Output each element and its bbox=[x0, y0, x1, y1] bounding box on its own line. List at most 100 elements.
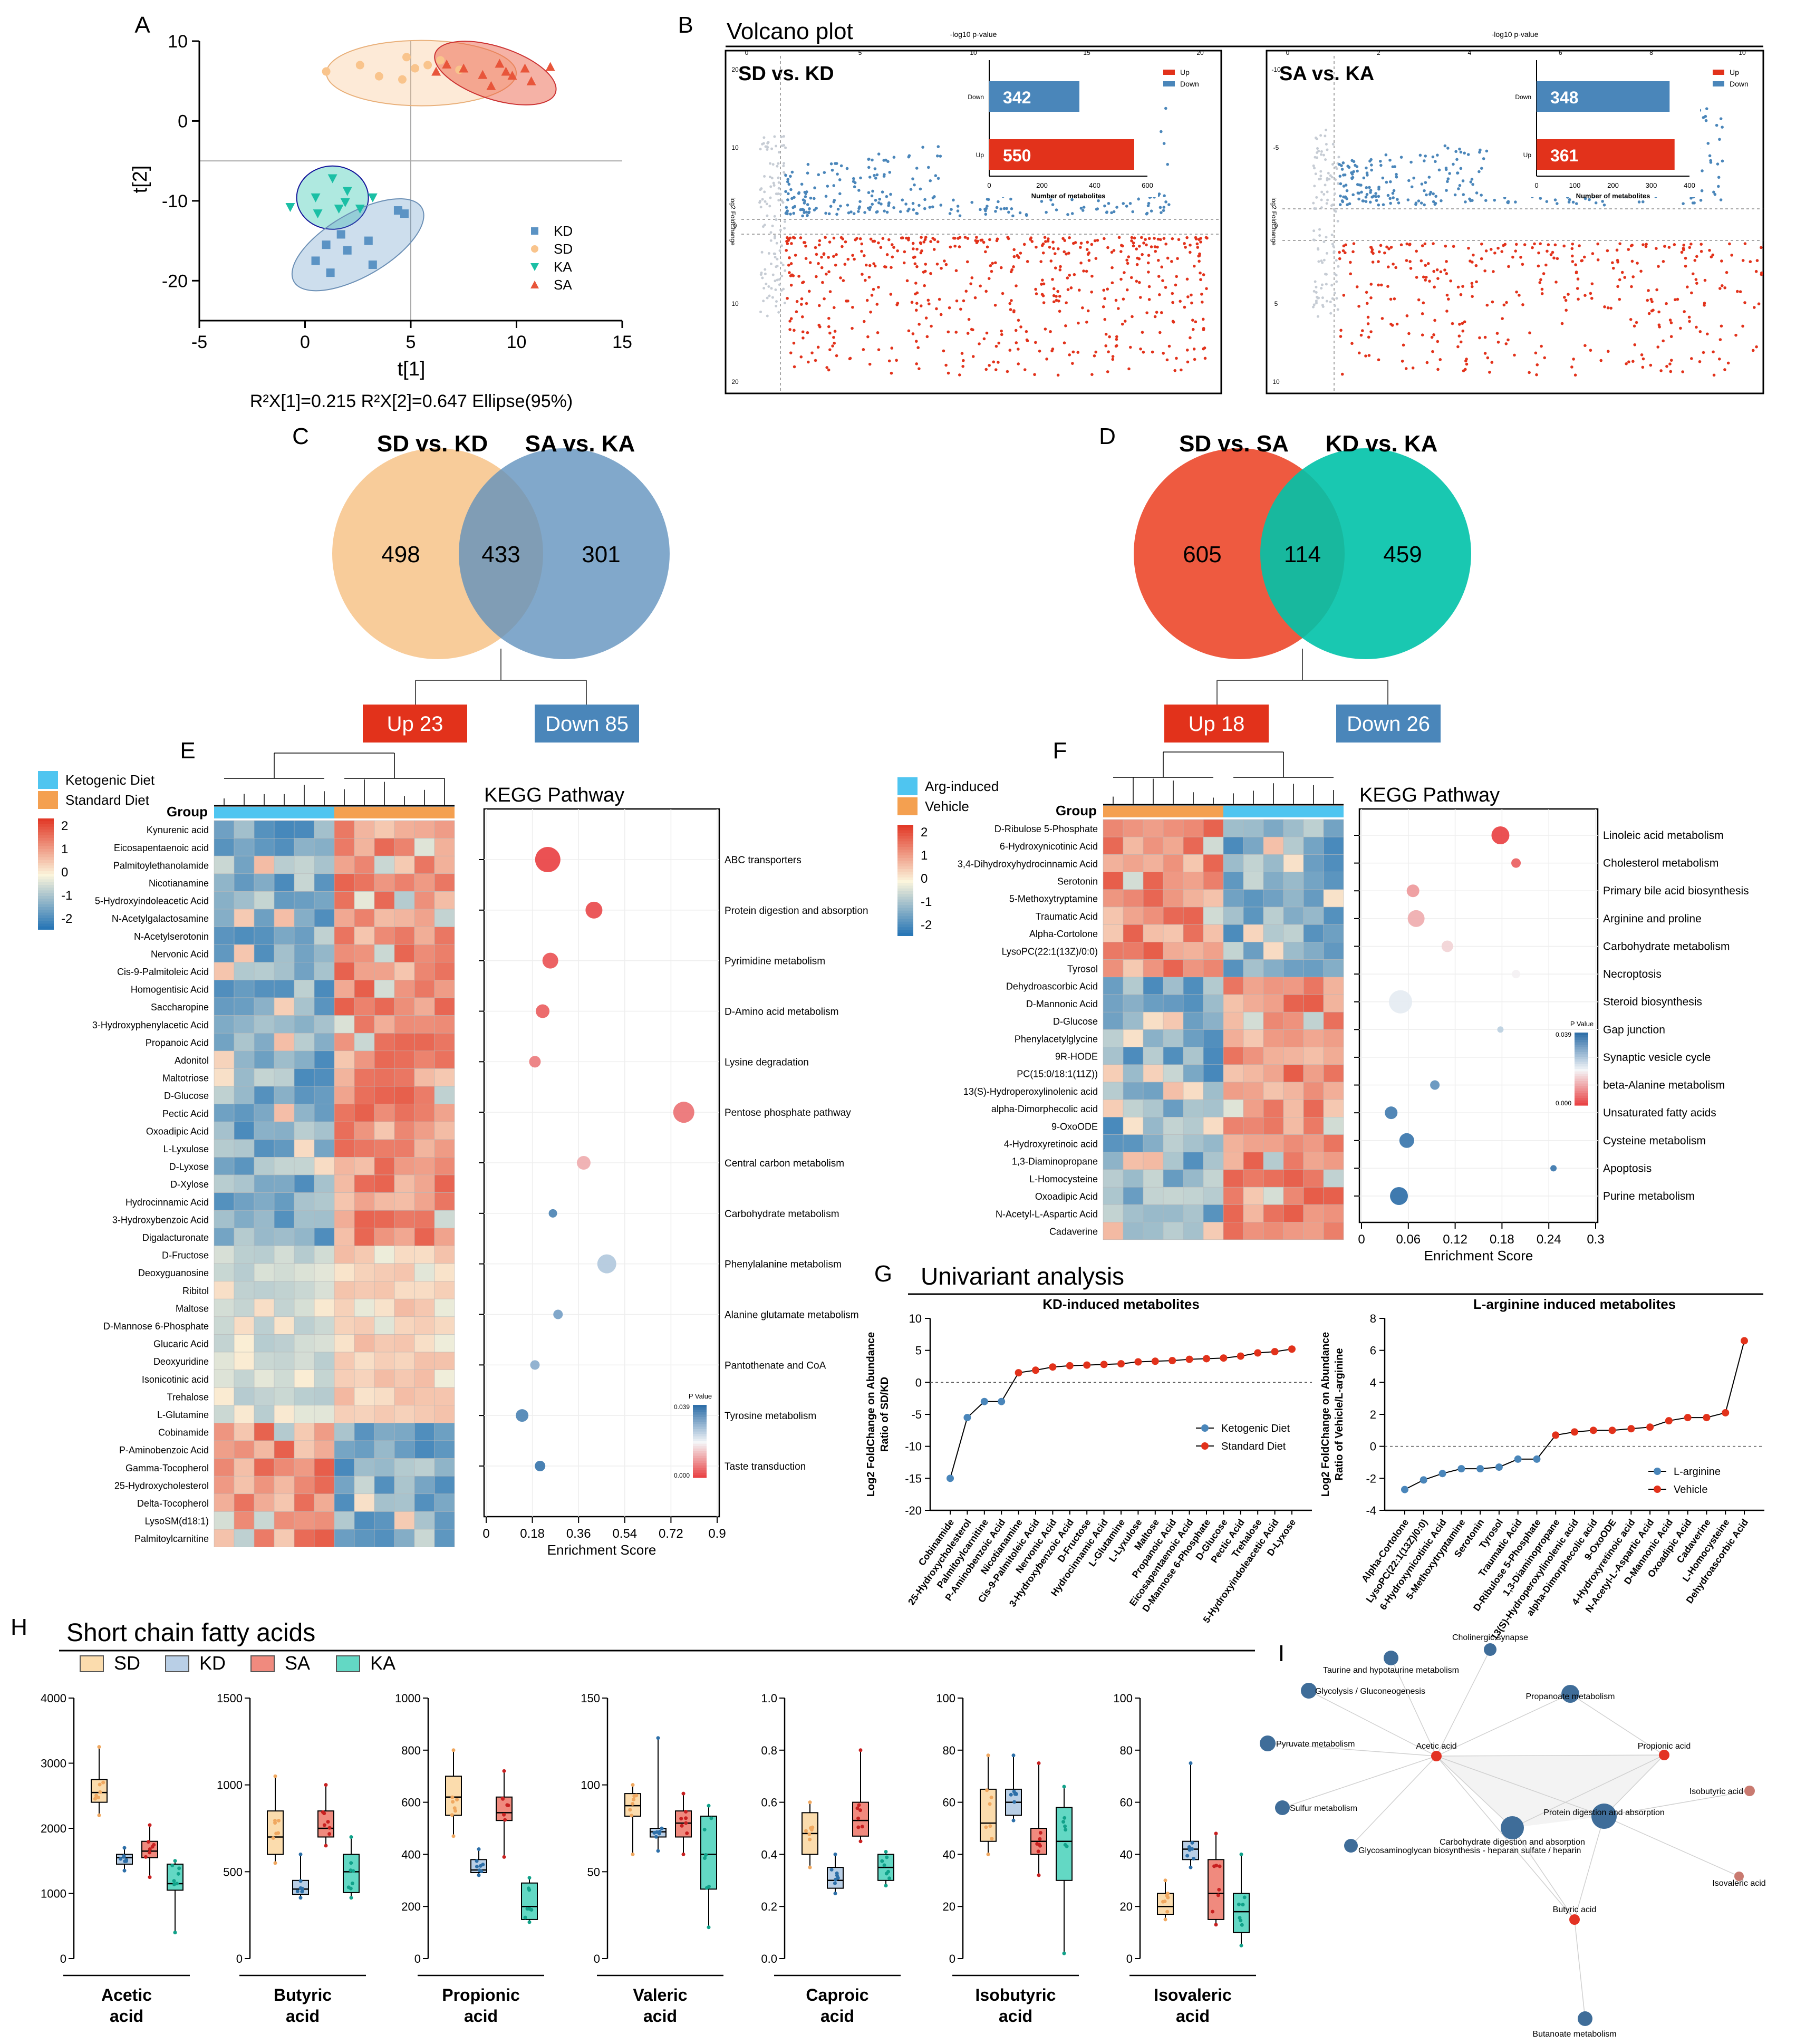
heatmap-cell bbox=[1263, 1204, 1284, 1222]
sa-point bbox=[442, 59, 452, 69]
volcano-ns-point bbox=[762, 286, 766, 290]
volcano-up-point bbox=[1019, 252, 1022, 255]
heatmap-cell bbox=[434, 1192, 455, 1211]
kegg-pathway-label: Protein digestion and absorption bbox=[725, 905, 868, 917]
heatmap-cell bbox=[1283, 854, 1304, 872]
g-point bbox=[1514, 1455, 1522, 1463]
heatmap-cell bbox=[1243, 872, 1264, 890]
volcano-up-point bbox=[1087, 251, 1091, 255]
volcano-up-point bbox=[970, 327, 973, 331]
volcano-ns-point bbox=[782, 165, 785, 168]
g-point bbox=[1571, 1428, 1578, 1436]
heatmap-cell bbox=[234, 1405, 255, 1423]
volcano-up-point bbox=[1459, 340, 1463, 344]
heatmap-cell bbox=[354, 1086, 375, 1104]
volcano-up-point bbox=[1171, 292, 1174, 295]
volcano-up-point bbox=[1074, 241, 1077, 244]
heatmap-cell bbox=[1103, 994, 1124, 1013]
heatmap-cell bbox=[394, 891, 415, 910]
venn-left-title: SD vs. SA bbox=[1179, 431, 1289, 457]
network-edge bbox=[1574, 1816, 1605, 1920]
heatmap-row-label: 4-Hydroxyretinoic acid bbox=[1004, 1139, 1098, 1150]
volcano-up-point bbox=[1366, 322, 1370, 325]
volcano-down-point bbox=[813, 208, 816, 211]
volcano-down-point bbox=[863, 211, 866, 214]
volcano-ns-point bbox=[1330, 233, 1334, 236]
kd-point bbox=[393, 206, 402, 215]
volcano-down-point bbox=[804, 195, 807, 198]
heatmap-cell bbox=[414, 855, 435, 874]
heatmap-cell bbox=[1323, 1187, 1344, 1205]
h-point bbox=[1063, 1824, 1067, 1828]
h-point bbox=[295, 1889, 300, 1894]
volcano-ns-point bbox=[1329, 301, 1332, 304]
heatmap-cell bbox=[414, 1104, 435, 1122]
heatmap-cell bbox=[314, 1121, 335, 1140]
h-point bbox=[506, 1804, 510, 1808]
volcano-up-point bbox=[1171, 301, 1174, 304]
heatmap-cell bbox=[294, 1440, 315, 1459]
volcano-up-point bbox=[964, 290, 968, 293]
inset-x-tick: 0 bbox=[987, 181, 991, 189]
heatmap-cell bbox=[274, 1405, 295, 1423]
volcano-up-point bbox=[1404, 367, 1408, 370]
heatmap-cell bbox=[1263, 942, 1284, 960]
heatmap-cell bbox=[294, 1210, 315, 1229]
volcano-up-point bbox=[1573, 373, 1577, 377]
volcano-up-point bbox=[1428, 279, 1431, 283]
heatmap-cell bbox=[254, 927, 275, 945]
volcano-down-point bbox=[1458, 184, 1462, 187]
volcano-ns-point bbox=[776, 192, 779, 196]
volcano-up-point bbox=[1438, 358, 1442, 361]
heatmap-cell bbox=[274, 944, 295, 963]
pvalue-gradient-strip bbox=[1575, 1091, 1588, 1094]
heatmap-cell bbox=[1263, 889, 1284, 908]
volcano-up-point bbox=[789, 274, 793, 277]
volcano-down-point bbox=[1392, 189, 1396, 192]
h-ytick-label: 1.0 bbox=[761, 1692, 777, 1705]
scale-gradient-strip bbox=[38, 904, 54, 908]
volcano-up-point bbox=[1694, 278, 1698, 281]
heatmap-cell bbox=[414, 944, 435, 963]
volcano-up-point bbox=[1496, 246, 1500, 250]
volcano-up-point bbox=[1079, 242, 1083, 245]
heatmap-cell bbox=[1263, 959, 1284, 978]
volcano-comparison-label: SA vs. KA bbox=[1279, 63, 1374, 85]
heatmap-cell bbox=[1323, 872, 1344, 890]
heatmap-cell bbox=[334, 1529, 355, 1547]
scale-gradient-strip bbox=[897, 902, 913, 906]
volcano-up-point bbox=[1106, 370, 1109, 373]
volcano-down-point bbox=[813, 197, 816, 200]
volcano-up-point bbox=[989, 264, 992, 267]
heatmap-cell bbox=[394, 1405, 415, 1423]
volcano-up-point bbox=[820, 266, 824, 269]
heatmap-cell bbox=[294, 1511, 315, 1530]
h-ytick-label: 50 bbox=[587, 1865, 600, 1878]
group-bar-cell bbox=[1243, 806, 1263, 817]
sa-ellipse bbox=[434, 41, 557, 105]
volcano-down-point bbox=[877, 201, 881, 205]
volcano-down-point bbox=[1128, 201, 1132, 205]
g-ylabel: Ratio of SD/KD bbox=[879, 1377, 891, 1452]
volcano-down-point bbox=[1470, 178, 1474, 181]
heatmap-cell bbox=[274, 1210, 295, 1229]
heatmap-row-label: 3,4-Dihydroxyhydrocinnamic Acid bbox=[958, 859, 1098, 869]
network-edge bbox=[1604, 1754, 1665, 1817]
ka-point bbox=[342, 187, 352, 196]
g-point bbox=[998, 1397, 1006, 1405]
heatmap-cell bbox=[1223, 889, 1244, 908]
h-point bbox=[856, 1825, 861, 1829]
h-point bbox=[704, 1886, 709, 1890]
h-point bbox=[327, 1826, 332, 1830]
volcano-y-tick: 10 bbox=[731, 300, 739, 307]
heatmap-cell bbox=[1163, 959, 1184, 978]
volcano-up-point bbox=[1367, 335, 1370, 339]
volcano-up-point bbox=[1433, 319, 1436, 322]
volcano-up-point bbox=[936, 240, 940, 244]
heatmap-cell bbox=[294, 855, 315, 874]
volcano-up-point bbox=[988, 364, 991, 367]
volcano-up-point bbox=[962, 299, 965, 303]
volcano-down-point bbox=[845, 167, 849, 170]
heatmap-cell bbox=[1243, 1204, 1264, 1222]
heatmap-row-label: LysoSM(d18:1) bbox=[145, 1516, 209, 1527]
